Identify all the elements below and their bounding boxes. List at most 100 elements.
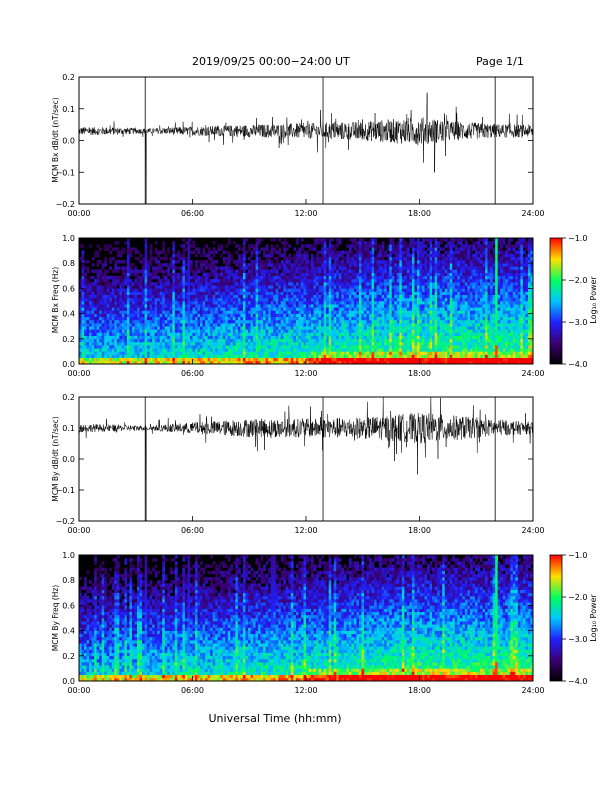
- spectrogram-cell: [172, 285, 176, 289]
- spectrogram-cell: [114, 269, 118, 273]
- spectrogram-cell: [346, 291, 350, 295]
- spectrogram-cell: [152, 272, 155, 277]
- spectrogram-cell: [81, 357, 85, 362]
- spectrogram-cell: [298, 297, 302, 302]
- spectrogram-cell: [172, 329, 176, 333]
- spectrogram-cell: [200, 278, 203, 283]
- spectrogram-cell: [399, 304, 403, 308]
- spectrogram-cell: [260, 291, 264, 295]
- spectrogram-cell: [94, 357, 97, 362]
- spectrogram-cell: [323, 291, 327, 295]
- spectrogram-cell: [280, 266, 284, 270]
- spectrogram-cell: [293, 335, 297, 340]
- spectrogram-cell: [207, 319, 211, 324]
- spectrogram-cell: [265, 319, 269, 324]
- spectrogram-cell: [376, 285, 380, 289]
- spectrogram-cell: [232, 301, 236, 305]
- spectrogram-cell: [172, 348, 176, 352]
- spectrogram-cell: [268, 351, 271, 355]
- spectrogram-cell: [371, 294, 375, 299]
- spectrogram-cell: [409, 323, 413, 327]
- spectrogram-cell: [174, 301, 178, 305]
- spectrogram-cell: [361, 301, 365, 305]
- spectrogram-cell: [270, 244, 274, 248]
- spectrogram-cell: [285, 275, 289, 280]
- spectrogram-cell: [285, 338, 289, 343]
- spectrogram-cell: [205, 272, 208, 277]
- spectrogram-cell: [326, 357, 329, 362]
- spectrogram-cell: [84, 301, 87, 305]
- spectrogram-cell: [273, 291, 277, 295]
- spectrogram-cell: [240, 323, 244, 327]
- spectrogram-cell: [389, 260, 393, 264]
- spectrogram-cell: [306, 310, 309, 314]
- spectrogram-cell: [298, 304, 302, 308]
- spectrogram-cell: [177, 313, 181, 318]
- spectrogram-cell: [358, 319, 362, 324]
- spectrogram-cell: [422, 360, 425, 365]
- spectrogram-cell: [157, 360, 161, 365]
- spectrogram-cell: [137, 335, 140, 340]
- spectrogram-cell: [84, 266, 87, 270]
- spectrogram-cell: [210, 338, 213, 343]
- spectrogram-cell: [147, 354, 150, 358]
- spectrogram-cell: [232, 307, 236, 311]
- spectrogram-cell: [258, 291, 261, 295]
- spectrogram-cell: [242, 332, 246, 336]
- spectrogram-cell: [336, 263, 340, 267]
- spectrogram-cell: [227, 256, 231, 261]
- spectrogram-cell: [311, 266, 314, 270]
- spectrogram-cell: [424, 288, 428, 292]
- spectrogram-cell: [79, 351, 82, 355]
- spectrogram-cell: [121, 351, 125, 355]
- spectrogram-cell: [369, 326, 372, 330]
- spectrogram-cell: [391, 313, 395, 318]
- spectrogram-cell: [121, 348, 125, 352]
- spectrogram-cell: [361, 335, 365, 340]
- spectrogram-cell: [308, 357, 312, 362]
- spectrogram-cell: [321, 238, 324, 242]
- spectrogram-cell: [295, 335, 299, 340]
- spectrogram-cell: [104, 341, 108, 346]
- spectrogram-cell: [424, 313, 428, 318]
- spectrogram-cell: [177, 345, 181, 349]
- spectrogram-cell: [295, 345, 299, 349]
- spectrogram-cell: [240, 313, 244, 318]
- spectrogram-cell: [247, 313, 251, 318]
- spectrogram-cell: [366, 250, 370, 255]
- spectrogram-cell: [416, 285, 420, 289]
- spectrogram-cell: [427, 323, 430, 327]
- spectrogram-cell: [210, 326, 213, 330]
- spectrogram-cell: [323, 357, 327, 362]
- spectrogram-cell: [300, 360, 304, 365]
- spectrogram-cell: [220, 319, 224, 324]
- spectrogram-cell: [303, 348, 307, 352]
- spectrogram-cell: [333, 348, 337, 352]
- spectrogram-cell: [86, 288, 90, 292]
- spectrogram-cell: [149, 278, 153, 283]
- spectrogram-cell: [366, 294, 370, 299]
- spectrogram-cell: [389, 304, 393, 308]
- spectrogram-cell: [197, 326, 201, 330]
- spectrogram-cell: [159, 319, 163, 324]
- spectrogram-cell: [99, 341, 102, 346]
- spectrogram-cell: [227, 272, 231, 277]
- spectrogram-cell: [126, 319, 130, 324]
- spectrogram-cell: [182, 291, 186, 295]
- spectrogram-cell: [119, 357, 123, 362]
- spectrogram-cell: [86, 260, 90, 264]
- spectrogram-cell: [137, 310, 140, 314]
- spectrogram-cell: [126, 250, 130, 255]
- spectrogram-cell: [149, 351, 153, 355]
- spectrogram-cell: [260, 332, 264, 336]
- spectrogram-cell: [255, 310, 259, 314]
- spectrogram-cell: [200, 285, 203, 289]
- spectrogram-cell: [84, 288, 87, 292]
- spectrogram-cell: [215, 250, 219, 255]
- spectrogram-cell: [131, 294, 135, 299]
- spectrogram-cell: [247, 282, 251, 286]
- spectrogram-cell: [104, 316, 108, 321]
- spectrogram-cell: [369, 313, 372, 318]
- spectrogram-cell: [200, 345, 203, 349]
- spectrogram-cell: [230, 278, 234, 283]
